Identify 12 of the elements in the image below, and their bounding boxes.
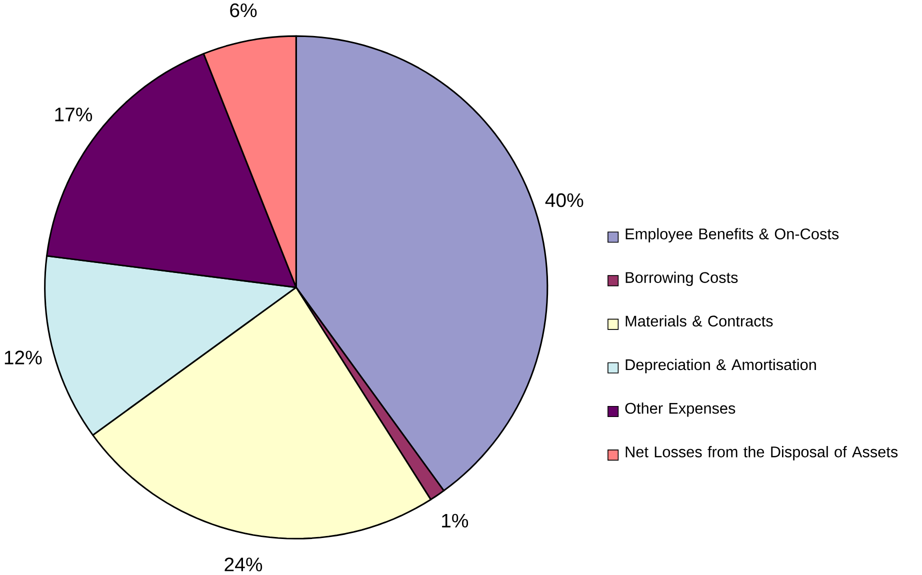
data-label: 17% bbox=[55, 108, 92, 122]
data-label: 40% bbox=[545, 193, 584, 208]
data-label: 6% bbox=[230, 4, 257, 18]
data-label: 24% bbox=[224, 558, 262, 572]
data-label: 12% bbox=[4, 350, 42, 365]
legend-label: Depreciation & Amortisation bbox=[626, 358, 816, 374]
legend-label: Other Expenses bbox=[625, 402, 736, 417]
legend-label: Net Losses from the Disposal of Assets bbox=[626, 446, 898, 461]
legend-label: Employee Benefits & On-Costs bbox=[626, 228, 839, 243]
data-label: 1% bbox=[442, 514, 468, 528]
legend-label: Borrowing Costs bbox=[626, 272, 738, 286]
legend-label: Materials & Contracts bbox=[626, 315, 773, 327]
